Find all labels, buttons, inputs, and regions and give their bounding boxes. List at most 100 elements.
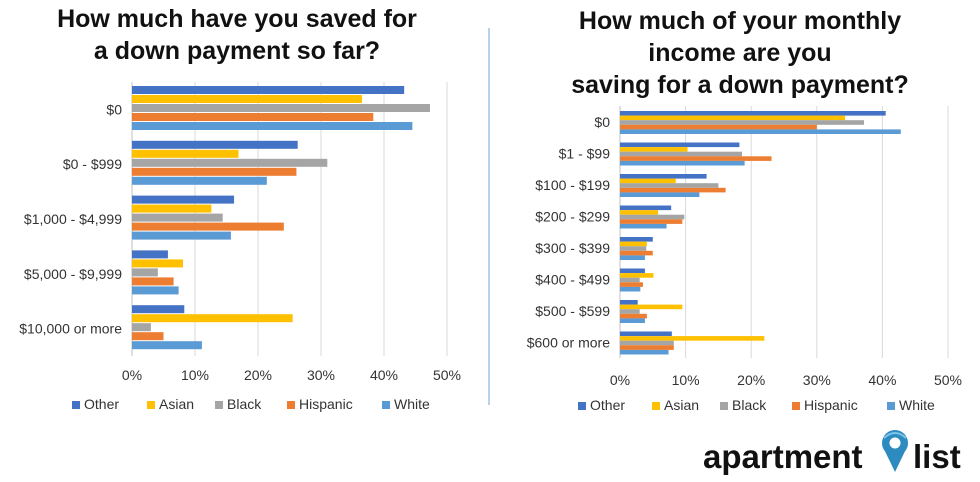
category-label: $200 - $299 <box>535 208 610 224</box>
legend-swatch <box>652 402 660 410</box>
bar-asian <box>132 314 293 323</box>
x-tick-label: 30% <box>803 372 831 388</box>
bar-black <box>620 277 640 283</box>
category-label: $500 - $599 <box>535 303 610 319</box>
x-tick-label: 50% <box>433 367 461 383</box>
legend-swatch <box>287 401 295 409</box>
bar-hispanic <box>620 156 772 161</box>
bar-white <box>620 129 901 134</box>
bar-white <box>620 318 645 323</box>
x-tick-label: 10% <box>181 367 209 383</box>
bar-black <box>620 246 647 251</box>
bar-asian <box>620 115 846 121</box>
bar-asian <box>620 147 688 152</box>
category-label: $0 <box>594 114 610 130</box>
bar-black <box>620 214 685 220</box>
bar-other <box>620 142 740 148</box>
legend-swatch <box>887 402 895 410</box>
bar-asian <box>620 210 659 215</box>
category-label: $0 - $999 <box>63 156 122 172</box>
legend-swatch <box>720 402 728 410</box>
legend-label: Hispanic <box>299 396 353 412</box>
x-tick-label: 20% <box>737 372 765 388</box>
bar-asian <box>620 304 683 310</box>
bar-other <box>620 174 707 179</box>
category-label: $10,000 or more <box>19 321 122 337</box>
legend-label: Other <box>590 397 625 413</box>
bar-white <box>620 160 745 166</box>
category-label: $5,000 - $9,999 <box>24 266 122 282</box>
x-tick-label: 0% <box>122 367 142 383</box>
x-tick-label: 10% <box>672 372 700 388</box>
x-tick-label: 0% <box>610 372 630 388</box>
category-label: $400 - $499 <box>535 271 610 287</box>
bar-white <box>132 341 202 350</box>
legend-label: Asian <box>159 396 194 412</box>
legend-swatch <box>147 401 155 409</box>
bar-other <box>620 111 886 116</box>
bar-white <box>132 176 267 185</box>
bar-black <box>620 309 640 314</box>
bar-other <box>620 237 653 242</box>
bar-hispanic <box>132 167 297 176</box>
bar-hispanic <box>620 345 674 350</box>
bar-other <box>620 268 645 274</box>
bar-black <box>132 104 430 112</box>
bar-hispanic <box>132 113 374 121</box>
bar-other <box>132 140 298 149</box>
bar-white <box>132 231 231 240</box>
bar-hispanic <box>620 282 643 287</box>
category-label: $0 <box>106 101 122 117</box>
bar-hispanic <box>620 250 653 256</box>
bar-asian <box>620 241 647 247</box>
bar-other <box>620 205 672 211</box>
legend-label: Asian <box>664 397 699 413</box>
bar-asian <box>132 259 184 268</box>
bar-black <box>132 158 328 167</box>
chart-title-line: How much have you saved for <box>57 5 417 33</box>
chart-title-line: a down payment so far? <box>94 37 380 65</box>
bar-asian <box>620 273 654 278</box>
bar-other <box>620 300 638 305</box>
bar-hispanic <box>620 124 817 130</box>
bar-asian <box>620 336 765 341</box>
bar-hispanic <box>620 313 647 319</box>
chart-title-line: saving for a down payment? <box>571 71 909 99</box>
legend-label: Black <box>227 396 262 412</box>
x-tick-label: 40% <box>370 367 398 383</box>
legend-swatch <box>72 401 80 409</box>
bar-white <box>620 255 645 260</box>
legend-label: Hispanic <box>804 397 858 413</box>
bar-white <box>620 192 700 197</box>
bar-asian <box>132 149 239 158</box>
bar-black <box>132 323 151 332</box>
legend-swatch <box>792 402 800 410</box>
right-chart: How much of your monthly income are you sa… <box>527 7 962 413</box>
bar-black <box>132 213 223 222</box>
bar-other <box>132 250 168 259</box>
bar-hispanic <box>620 187 726 193</box>
bar-white <box>620 349 669 355</box>
bar-asian <box>620 178 676 184</box>
bar-black <box>132 268 158 277</box>
legend-label: White <box>394 396 430 412</box>
bar-hispanic <box>132 222 284 231</box>
legend-label: Other <box>84 396 119 412</box>
category-label: $100 - $199 <box>535 177 610 193</box>
category-label: $1 - $99 <box>559 145 611 161</box>
category-label: $1,000 - $4,999 <box>24 211 122 227</box>
bar-white <box>132 286 179 295</box>
bar-black <box>620 340 674 346</box>
bar-white <box>620 286 641 292</box>
legend-swatch <box>578 402 586 410</box>
bar-hispanic <box>132 332 164 341</box>
bar-asian <box>132 95 362 103</box>
x-tick-label: 40% <box>868 372 896 388</box>
left-chart: How much have you saved for a down paymen… <box>19 5 461 412</box>
x-tick-label: 20% <box>244 367 272 383</box>
category-label: $600 or more <box>527 334 610 350</box>
bar-other <box>132 195 235 204</box>
bar-hispanic <box>132 277 174 286</box>
chart-title-line: How much of your monthly <box>579 7 901 35</box>
